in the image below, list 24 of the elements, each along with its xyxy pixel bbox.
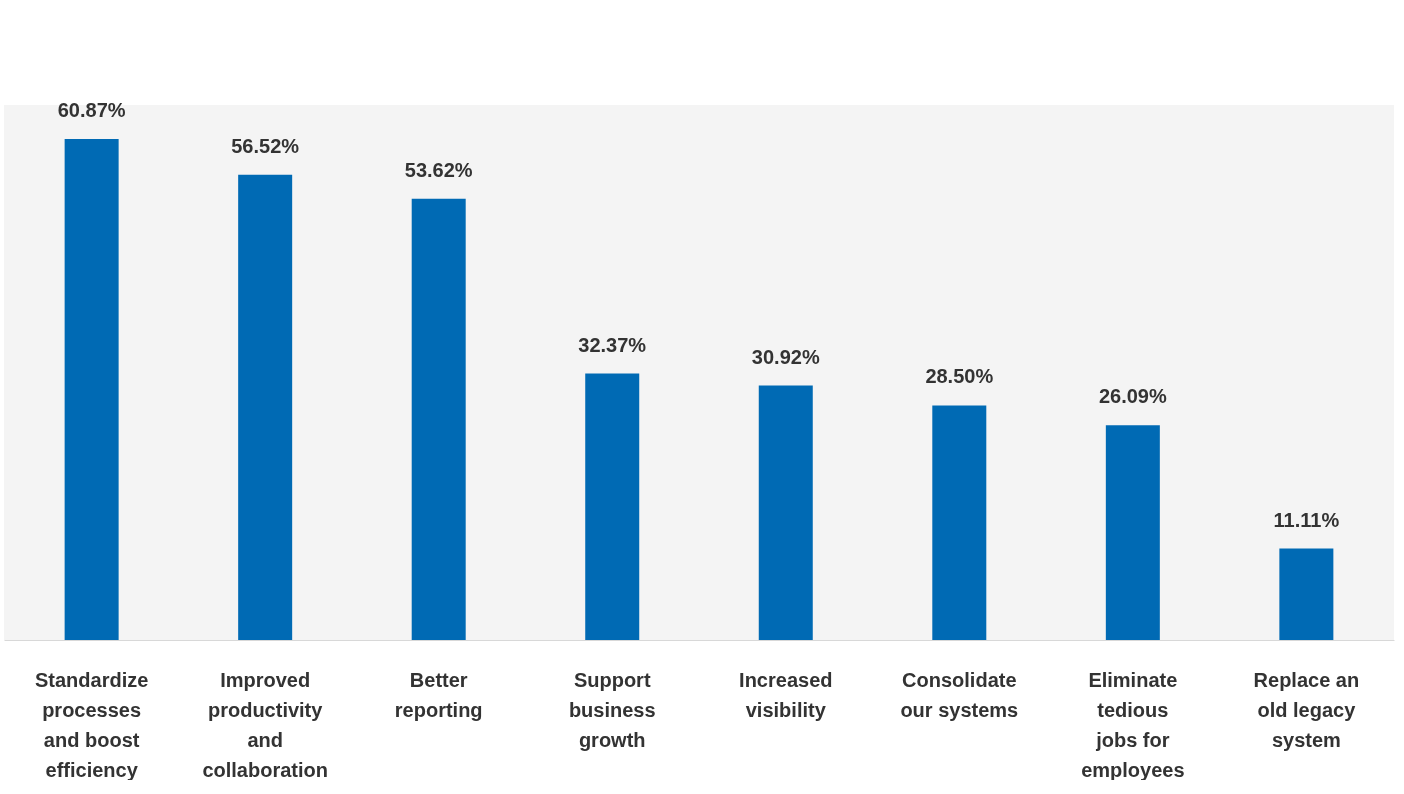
bar: [64, 138, 119, 640]
x-tick-label: Better reporting: [394, 668, 483, 721]
bar: [238, 174, 293, 640]
x-tick-label: Replace an old legacy system: [1253, 668, 1360, 751]
data-label: 53.62%: [404, 158, 473, 181]
bar: [1105, 425, 1160, 640]
data-label: 56.52%: [231, 134, 300, 157]
x-tick-label: Improved productivity and collaboration: [202, 668, 328, 781]
bar: [758, 385, 813, 640]
x-tick-label: Eliminate tedious jobs for employees: [1081, 668, 1185, 781]
x-tick-label: Support business growth: [568, 668, 656, 751]
data-label: 60.87%: [57, 98, 126, 121]
data-label: 28.50%: [925, 365, 994, 388]
x-tick-label: Consolidate our systems: [900, 668, 1019, 721]
bar: [1279, 548, 1334, 640]
data-label: 11.11%: [1273, 508, 1340, 531]
data-label: 30.92%: [751, 345, 820, 368]
bar: [932, 405, 987, 640]
x-tick-label: Increased visibility: [739, 668, 833, 721]
data-label: 26.09%: [1098, 385, 1167, 408]
x-tick-label: Standardize processes and boost efficiency: [34, 668, 149, 781]
bar: [411, 198, 466, 640]
data-label: 32.37%: [578, 333, 647, 356]
bar: [585, 373, 640, 640]
